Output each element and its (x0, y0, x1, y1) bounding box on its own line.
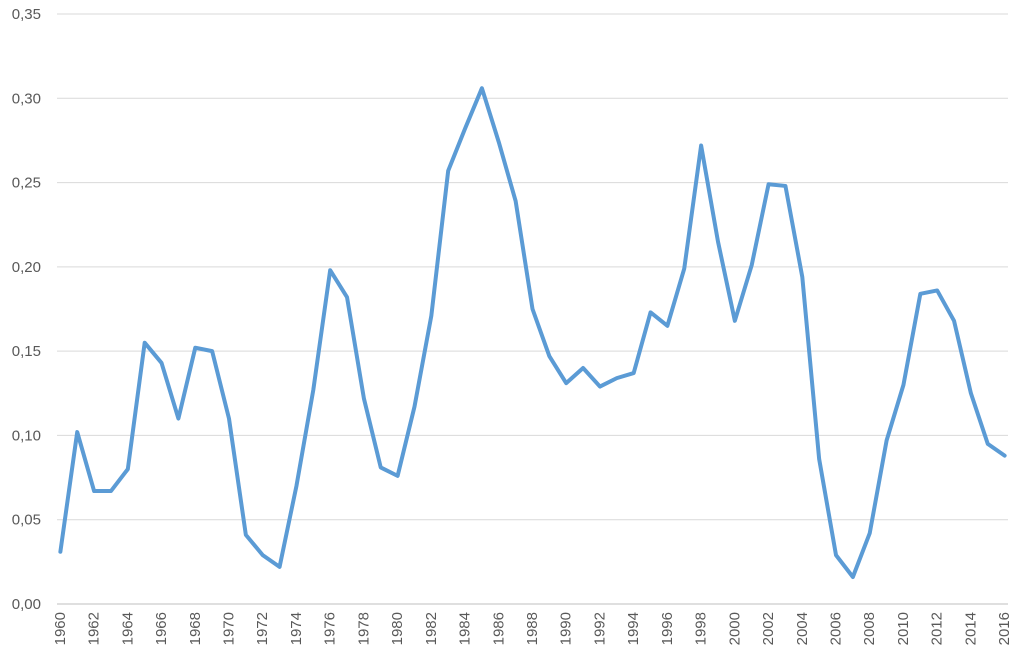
y-tick-label: 0,05 (12, 512, 41, 529)
y-tick-label: 0,20 (12, 259, 41, 276)
y-tick-label: 0,10 (12, 427, 41, 444)
x-tick-label: 1968 (187, 612, 204, 645)
y-tick-label: 0,15 (12, 343, 41, 360)
y-axis-tick-labels: 0,00 0,05 0,10 0,15 0,20 0,25 0,30 0,35 (12, 6, 41, 613)
x-tick-label: 1976 (322, 612, 339, 645)
x-tick-label: 1996 (659, 612, 676, 645)
y-tick-label: 0,30 (12, 90, 41, 107)
gridlines (57, 13, 1008, 605)
x-tick-label: 1992 (591, 612, 608, 645)
x-tick-label: 1982 (423, 612, 440, 645)
x-tick-label: 2016 (996, 612, 1013, 645)
x-tick-label: 1974 (288, 612, 305, 645)
x-tick-label: 1984 (457, 612, 474, 645)
x-tick-label: 1980 (389, 612, 406, 645)
y-tick-label: 0,25 (12, 175, 41, 192)
x-tick-label: 2006 (828, 612, 845, 645)
x-axis-tick-labels: 1960 1962 1964 1966 1968 1970 1972 1974 1976 1978… (52, 612, 1013, 645)
x-tick-label: 1986 (490, 612, 507, 645)
x-tick-label: 2012 (929, 612, 946, 645)
x-tick-label: 2004 (794, 612, 811, 645)
x-tick-label: 2014 (962, 612, 979, 645)
x-tick-label: 1972 (254, 612, 271, 645)
x-tick-label: 1960 (52, 612, 69, 645)
x-tick-label: 1990 (558, 612, 575, 645)
x-tick-label: 1962 (86, 612, 103, 645)
x-tick-label: 2002 (760, 612, 777, 645)
series-line (58, 86, 1007, 580)
series-group (58, 86, 1007, 580)
x-tick-label: 1998 (693, 612, 710, 645)
y-tick-label: 0,35 (12, 6, 41, 23)
x-tick-label: 1978 (355, 612, 372, 645)
x-tick-label: 1966 (153, 612, 170, 645)
x-tick-label: 1994 (625, 612, 642, 645)
x-tick-label: 1970 (220, 612, 237, 645)
x-tick-label: 2010 (895, 612, 912, 645)
x-tick-label: 2000 (726, 612, 743, 645)
x-tick-label: 2008 (861, 612, 878, 645)
x-tick-label: 1964 (119, 612, 136, 645)
y-tick-label: 0,00 (12, 596, 41, 613)
x-tick-label: 1988 (524, 612, 541, 645)
